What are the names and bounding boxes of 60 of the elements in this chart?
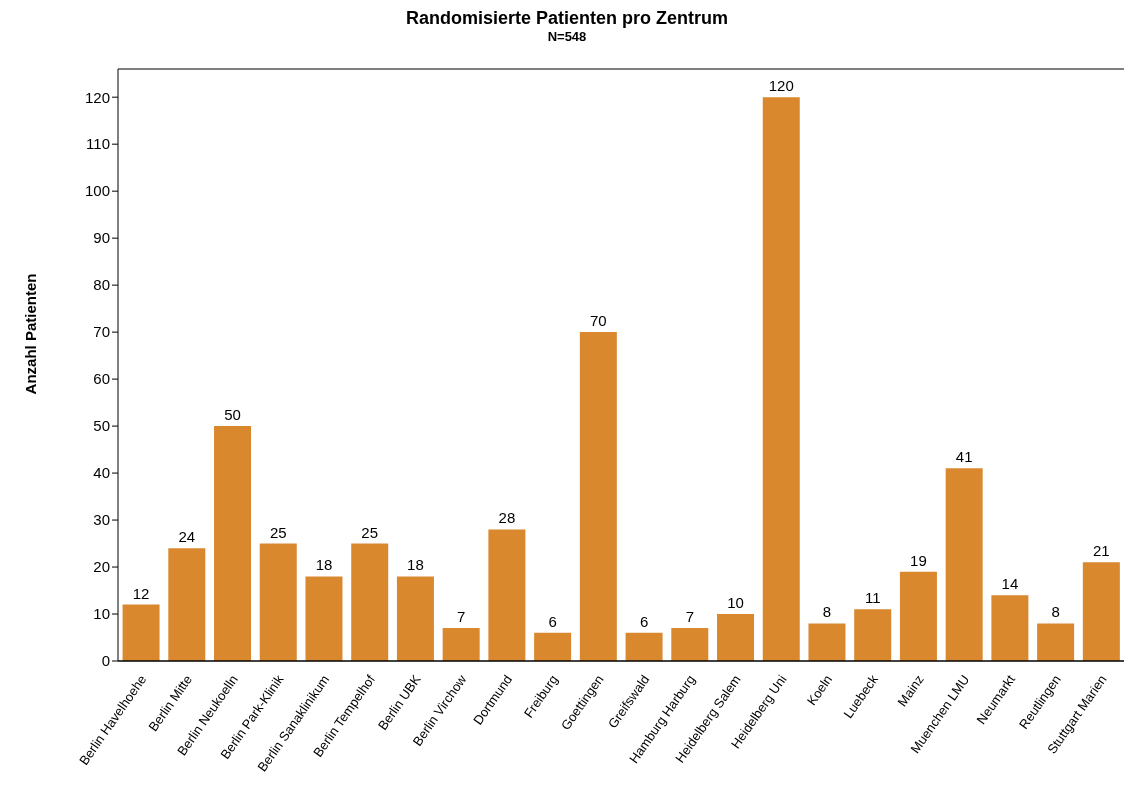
bar — [899, 571, 937, 661]
y-tick-label: 50 — [93, 417, 110, 435]
bar — [1082, 562, 1120, 661]
data-label: 8 — [822, 603, 832, 621]
data-label: 7 — [456, 608, 466, 626]
data-label: 18 — [315, 556, 333, 574]
bar — [305, 576, 343, 661]
chart-subtitle: N=548 — [546, 29, 588, 44]
chart-title: Randomisierte Patienten pro Zentrum — [404, 8, 730, 29]
bar — [488, 529, 526, 661]
y-tick-label: 30 — [93, 511, 110, 529]
data-label: 11 — [864, 589, 881, 607]
data-label: 70 — [590, 312, 607, 330]
bar — [214, 426, 252, 661]
bar — [122, 604, 160, 661]
data-label: 19 — [910, 551, 927, 569]
data-label: 25 — [361, 523, 379, 541]
data-label: 120 — [768, 77, 794, 95]
y-tick-label: 90 — [93, 229, 110, 247]
data-label: 14 — [1001, 575, 1019, 593]
bar — [808, 623, 846, 661]
y-tick-label: 80 — [93, 276, 110, 294]
bar — [625, 632, 663, 661]
y-tick-label: 100 — [84, 182, 110, 200]
data-label: 25 — [269, 523, 287, 541]
y-tick-label: 10 — [93, 605, 110, 623]
data-label: 8 — [1051, 603, 1060, 621]
bar — [579, 332, 617, 661]
bar — [762, 97, 800, 661]
data-label: 41 — [955, 448, 973, 466]
y-tick-label: 0 — [101, 652, 110, 670]
data-label: 28 — [498, 509, 516, 527]
y-tick-label: 120 — [84, 88, 110, 106]
bar — [259, 543, 297, 661]
data-label: 12 — [132, 584, 150, 602]
y-tick-label: 110 — [86, 135, 110, 153]
data-label: 6 — [548, 612, 557, 630]
bar — [534, 632, 572, 661]
y-tick-label: 20 — [93, 558, 110, 576]
y-tick-label: 40 — [93, 464, 110, 482]
data-label: 10 — [727, 594, 744, 612]
bar — [442, 628, 480, 661]
bar — [1037, 623, 1075, 661]
data-label: 7 — [685, 608, 694, 626]
y-tick-label: 60 — [93, 370, 110, 388]
data-label: 18 — [407, 556, 424, 574]
data-label: 21 — [1093, 542, 1110, 560]
data-label: 24 — [178, 528, 196, 546]
bar — [351, 543, 389, 661]
bar — [396, 576, 434, 661]
y-tick-label: 70 — [93, 323, 110, 341]
bar — [991, 595, 1029, 661]
bar — [671, 628, 709, 661]
bar — [945, 468, 983, 661]
bar — [717, 614, 755, 661]
data-label: 50 — [224, 406, 241, 424]
bar — [168, 548, 206, 661]
data-label: 6 — [639, 612, 649, 630]
bar — [854, 609, 892, 661]
y-axis-title: Anzahl Patienten — [22, 273, 39, 395]
